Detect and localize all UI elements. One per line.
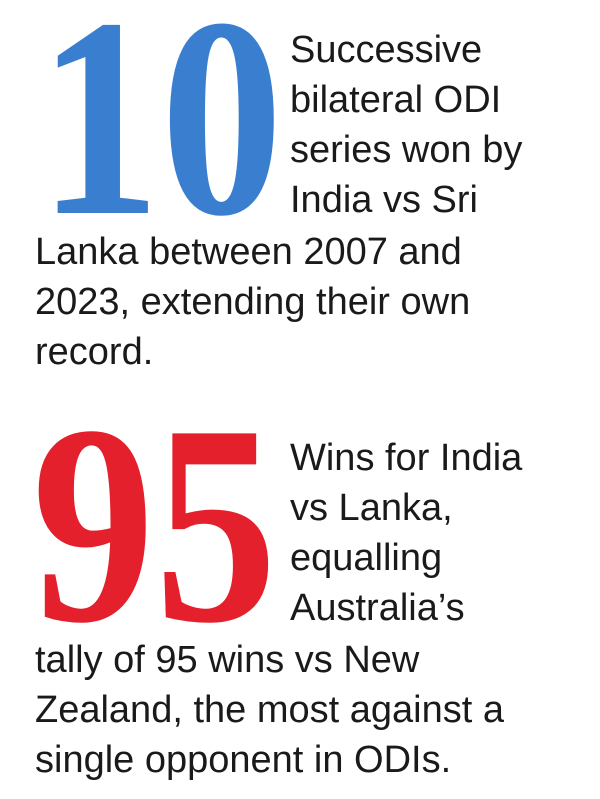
big-number: 95 [32,367,277,682]
stat-text: record. [35,331,153,373]
stat-text: single opponent in ODIs. [35,739,451,781]
stat-text: Australia’s [290,587,465,629]
stat-text: vs Lanka, [290,487,453,529]
stat-text: Successive [290,29,482,71]
big-number: 10 [38,0,283,275]
stat-text: Zealand, the most against a [35,689,505,731]
stat-text: tally of 95 wins vs New [35,639,420,681]
stat-text: Wins for India [290,437,523,479]
stat-text: series won by [290,129,522,171]
stat-text: India vs Sri [290,179,478,221]
stat-text: 2023, extending their own [35,281,470,323]
stat-text: Lanka between 2007 and [35,231,462,273]
stat-text: equalling [290,537,442,579]
stat-text: bilateral ODI [290,79,501,121]
